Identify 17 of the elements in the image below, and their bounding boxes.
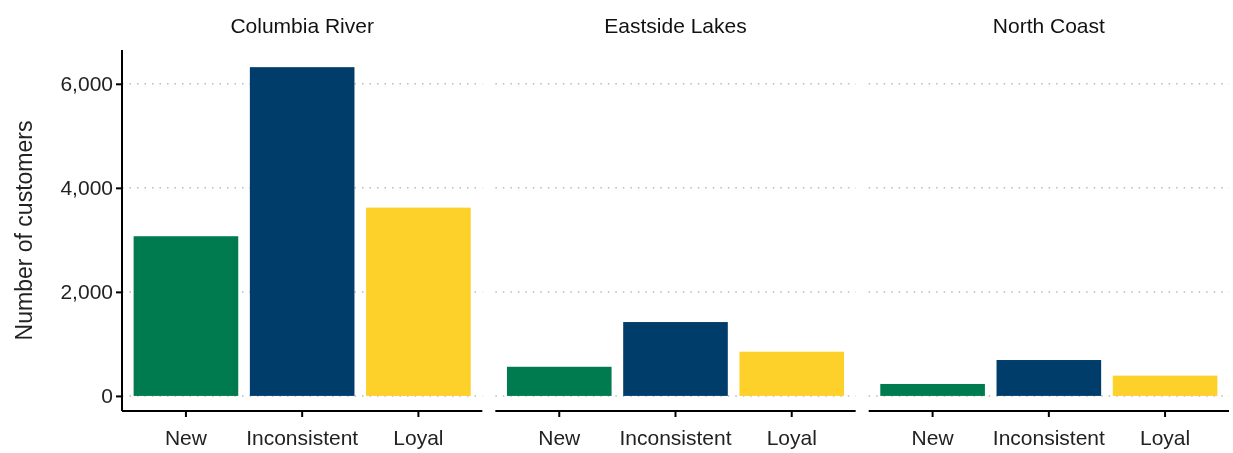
x-tick-label: New — [911, 426, 955, 450]
y-axis-title: Number of customers — [11, 120, 37, 341]
x-tick-label: New — [164, 426, 208, 450]
text: North Coast — [992, 14, 1106, 37]
x-tick-label: Inconsistent — [619, 426, 732, 450]
y-tick-label: 0 — [101, 384, 113, 408]
y-tick-label: 6,000 — [60, 72, 113, 96]
x-tick-label: Inconsistent — [992, 426, 1106, 450]
x-tick-label: Inconsistent — [246, 426, 359, 450]
y-tick-label: 4,000 — [60, 176, 113, 200]
x-tick-label: Loyal — [393, 426, 444, 450]
text: Eastside Lakes — [604, 14, 747, 37]
x-tick-label: Loyal — [766, 426, 817, 450]
x-tick-label: Loyal — [1139, 426, 1191, 450]
y-tick-label: 2,000 — [60, 280, 113, 304]
x-tick-label: New — [538, 426, 582, 450]
text: Columbia River — [230, 14, 374, 37]
